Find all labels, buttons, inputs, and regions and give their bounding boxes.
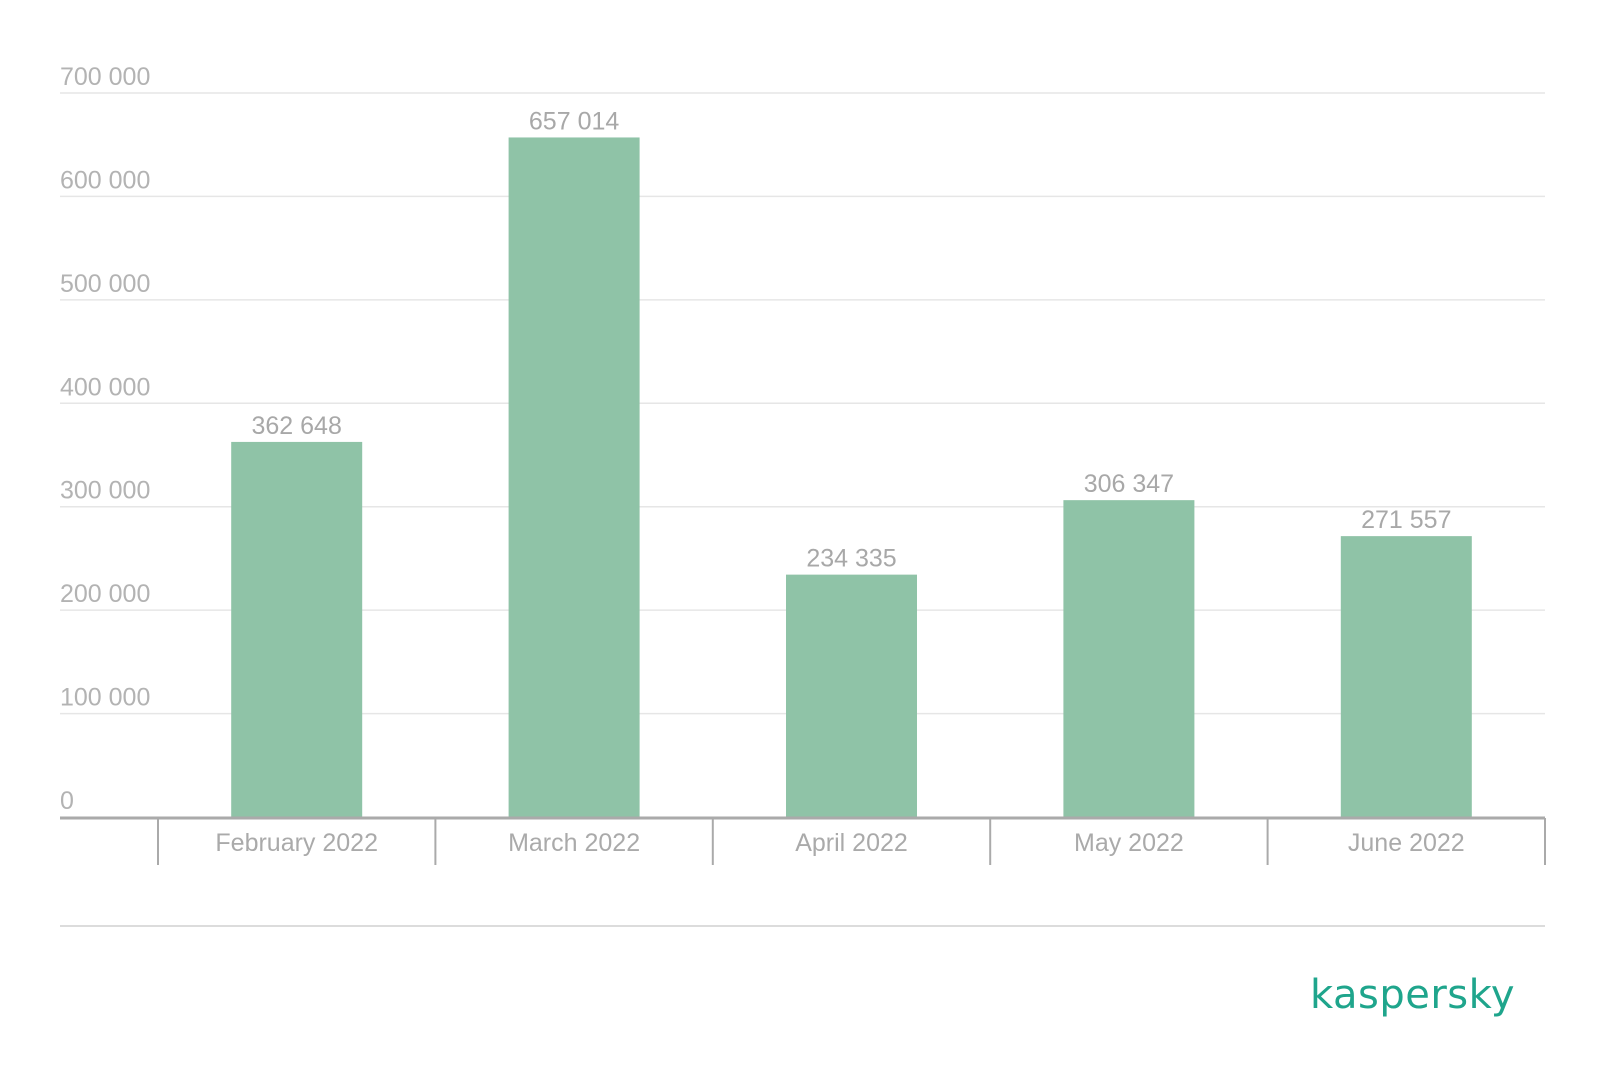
y-tick-label: 300 000 bbox=[60, 477, 150, 505]
bar bbox=[231, 441, 363, 817]
bar bbox=[508, 137, 640, 817]
x-axis bbox=[60, 816, 1546, 865]
data-label: 234 335 bbox=[806, 545, 896, 573]
kaspersky-logo-text: kaspersky bbox=[1310, 972, 1516, 1018]
x-tick-label: March 2022 bbox=[508, 829, 640, 857]
y-tick-label: 100 000 bbox=[60, 684, 150, 712]
data-labels: 362 648 657 014 234 335 306 347 271 557 bbox=[252, 107, 1452, 572]
data-label: 306 347 bbox=[1084, 470, 1174, 498]
y-axis-tick-labels: 0 100 000 200 000 300 000 400 000 500 000 600 … bbox=[60, 63, 150, 815]
y-tick-label: 0 bbox=[60, 787, 74, 815]
kaspersky-logo: kaspersky bbox=[1310, 975, 1515, 1015]
x-tick-label: May 2022 bbox=[1074, 829, 1184, 857]
y-tick-label: 700 000 bbox=[60, 63, 150, 91]
y-tick-label: 600 000 bbox=[60, 166, 150, 194]
y-tick-label: 200 000 bbox=[60, 580, 150, 608]
bar bbox=[786, 574, 917, 817]
y-tick-label: 500 000 bbox=[60, 270, 150, 298]
x-tick-label: February 2022 bbox=[215, 829, 378, 857]
bar bbox=[1063, 500, 1195, 817]
data-label: 362 648 bbox=[252, 412, 342, 440]
x-tick-label: April 2022 bbox=[795, 829, 908, 857]
x-axis-category-labels: February 2022 March 2022 April 2022 May 202… bbox=[215, 829, 1464, 857]
data-label: 657 014 bbox=[529, 107, 619, 135]
bars bbox=[231, 137, 1472, 817]
data-label: 271 557 bbox=[1361, 506, 1451, 534]
x-tick-label: June 2022 bbox=[1348, 829, 1465, 857]
y-tick-label: 400 000 bbox=[60, 373, 150, 401]
bar bbox=[1340, 536, 1472, 817]
